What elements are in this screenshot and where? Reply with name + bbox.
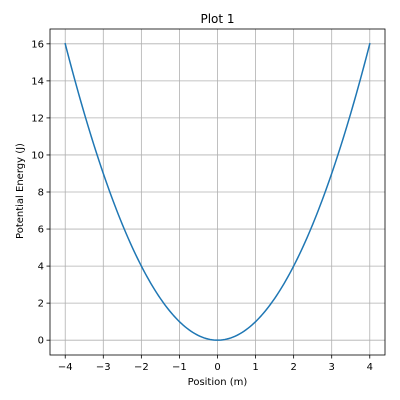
x-tick-label: −1 [172,362,187,373]
x-tick-label: 3 [329,362,335,373]
x-tick-label: 1 [252,362,258,373]
series-line [64,42,371,341]
y-tick-label: 0 [38,336,44,347]
x-axis-label: Position (m) [188,377,248,388]
x-tick-label: 4 [367,362,373,373]
x-tick-label: 0 [214,362,220,373]
x-tick-label: −2 [134,362,149,373]
y-tick-label: 14 [31,76,44,87]
y-tick-label: 2 [38,299,44,310]
y-tick-label: 4 [38,262,44,273]
series-layer [64,42,371,341]
x-tick-label: 2 [290,362,296,373]
y-tick-label: 6 [38,225,44,236]
x-tick-label: −4 [58,362,73,373]
y-tick-label: 16 [31,39,44,50]
y-axis-label: Potential Energy (J) [15,143,26,239]
tick-marks [46,43,371,359]
y-tick-label: 10 [31,150,44,161]
y-tick-label: 12 [31,113,44,124]
chart-title: Plot 1 [200,12,234,26]
x-tick-label: −3 [96,362,111,373]
y-tick-label: 8 [38,188,44,199]
